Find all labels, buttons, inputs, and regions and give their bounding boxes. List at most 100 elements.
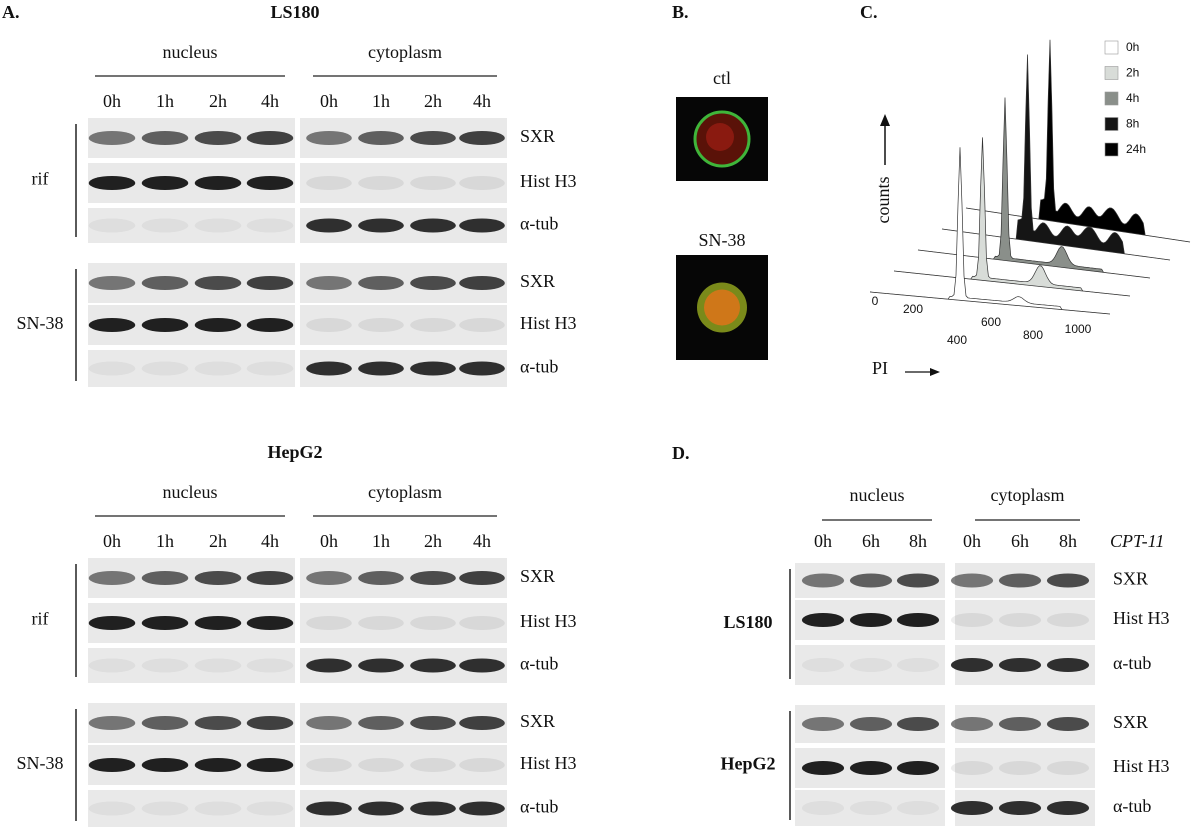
blot-band — [306, 131, 352, 145]
blot-band — [459, 131, 505, 145]
blot-band — [194, 361, 242, 376]
group-label: rif — [32, 609, 49, 629]
legend-label: 2h — [1126, 66, 1139, 80]
blot-band — [459, 801, 505, 816]
blot-band — [194, 218, 242, 233]
blot-band — [306, 801, 352, 816]
blot-band — [306, 318, 352, 332]
protein-label: α-tub — [1113, 653, 1151, 673]
blot-band — [88, 361, 136, 376]
legend-label: 8h — [1126, 117, 1139, 131]
group-label: SN-38 — [16, 313, 63, 333]
timepoint-label: 4h — [473, 531, 491, 551]
cell-line-title: LS180 — [270, 2, 319, 22]
compartment-label: nucleus — [850, 485, 905, 505]
blot-band — [141, 176, 189, 190]
compartment-label: cytoplasm — [368, 482, 442, 502]
blot-strip — [795, 790, 945, 826]
x-tick-label: 600 — [981, 315, 1001, 329]
protein-label: Hist H3 — [520, 171, 577, 191]
blot-band — [1046, 801, 1090, 815]
blot-band — [194, 276, 242, 290]
panel-label: D. — [672, 443, 690, 463]
blot-band — [246, 131, 294, 145]
arrow-head — [930, 368, 940, 376]
blot-band — [141, 218, 189, 233]
blot-band — [141, 571, 189, 585]
blot-band — [194, 571, 242, 585]
blot-band — [358, 176, 404, 190]
blot-band — [801, 658, 845, 672]
protein-label: SXR — [520, 711, 555, 731]
blot-band — [410, 801, 456, 816]
blot-band — [306, 758, 352, 772]
timepoint-label: 6h — [862, 531, 880, 551]
x-tick-label: 800 — [1023, 328, 1043, 342]
blot-band — [88, 801, 136, 816]
legend-swatch — [1104, 91, 1119, 106]
blot-strip — [300, 745, 507, 785]
blot-band — [306, 361, 352, 376]
blot-band — [194, 318, 242, 332]
blot-strip — [300, 305, 507, 345]
protein-label: α-tub — [520, 214, 558, 234]
blot-band — [896, 801, 940, 815]
blot-band — [998, 573, 1042, 588]
blot-band — [459, 616, 505, 630]
blot-band — [410, 131, 456, 145]
blot-band — [410, 658, 456, 673]
blot-band — [306, 176, 352, 190]
protein-label: Hist H3 — [520, 313, 577, 333]
blot-band — [88, 571, 136, 585]
blot-strip — [88, 350, 295, 387]
group-label: LS180 — [723, 612, 772, 632]
timepoint-label: 0h — [320, 91, 338, 111]
x-tick-label: 400 — [947, 333, 967, 347]
blot-band — [849, 717, 893, 731]
blot-band — [358, 616, 404, 630]
blot-band — [998, 801, 1042, 815]
panel-label: A. — [2, 2, 20, 22]
blot-band — [459, 716, 505, 730]
blot-band — [459, 758, 505, 772]
x-axis-label: PI — [872, 358, 888, 378]
blot-band — [459, 361, 505, 376]
blot-band — [88, 318, 136, 332]
y-axis-label: counts — [873, 177, 893, 224]
x-tick-label: 1000 — [1065, 322, 1092, 336]
blot-band — [1046, 717, 1090, 731]
blot-band — [849, 761, 893, 775]
blot-band — [950, 801, 994, 815]
cell-nucleus — [704, 289, 740, 326]
blot-band — [849, 801, 893, 815]
blot-band — [410, 176, 456, 190]
panel-label: C. — [860, 2, 878, 22]
blot-band — [246, 318, 294, 332]
timepoint-label: 8h — [1059, 531, 1077, 551]
blot-band — [950, 717, 994, 731]
blot-band — [410, 276, 456, 290]
blot-band — [459, 658, 505, 673]
timepoint-label: 1h — [372, 91, 390, 111]
blot-band — [896, 717, 940, 731]
protein-label: Hist H3 — [520, 753, 577, 773]
legend-swatch — [1104, 40, 1119, 55]
blot-band — [801, 761, 845, 775]
timepoint-label: 2h — [424, 531, 442, 551]
blot-band — [141, 801, 189, 816]
histogram-trace — [893, 137, 1131, 297]
timepoint-label: 1h — [156, 531, 174, 551]
protein-label: Hist H3 — [520, 611, 577, 631]
blot-band — [998, 761, 1042, 775]
blot-band — [358, 716, 404, 730]
blot-band — [410, 758, 456, 772]
protein-label: α-tub — [1113, 796, 1151, 816]
blot-band — [88, 218, 136, 233]
blot-band — [896, 613, 940, 627]
blot-band — [194, 658, 242, 673]
group-label: SN-38 — [16, 753, 63, 773]
blot-band — [141, 658, 189, 673]
blot-band — [88, 658, 136, 673]
blot-band — [1046, 761, 1090, 775]
timepoint-label: 2h — [424, 91, 442, 111]
